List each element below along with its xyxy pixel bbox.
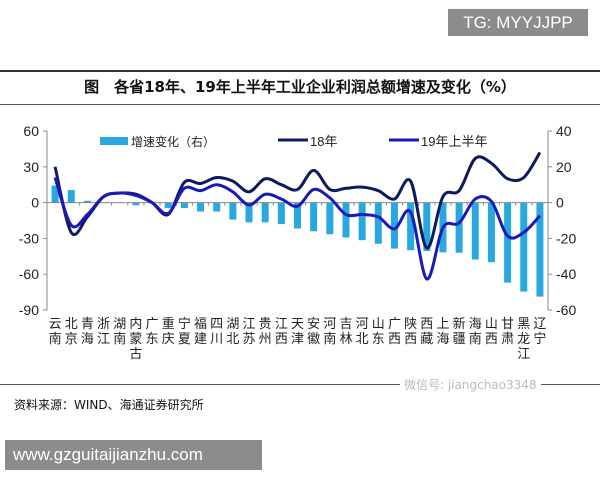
bar-四川	[213, 202, 221, 212]
category-label: 贵州	[259, 316, 272, 346]
footer-rule	[0, 384, 600, 385]
bar-吉林	[342, 202, 350, 238]
bar-西藏	[423, 202, 431, 251]
bar-山西	[487, 202, 495, 263]
left-tick-label: 0	[31, 195, 39, 211]
left-tick-label: -30	[19, 230, 39, 246]
category-label: 河北	[356, 316, 369, 346]
source-note: 资料来源：WIND、海通证券研究所	[14, 398, 204, 412]
left-tick-label: -60	[19, 266, 39, 282]
category-label: 福建	[194, 316, 207, 346]
bar-云南	[51, 185, 59, 203]
category-label: 辽宁	[533, 316, 546, 346]
category-label: 云南	[49, 316, 62, 346]
category-label: 海南	[469, 316, 482, 346]
watermark-wechat: 微信号: jiangchao3348	[400, 376, 541, 393]
bar-福建	[197, 202, 205, 212]
category-label: 西藏	[420, 316, 433, 346]
right-tick-label: 0	[556, 195, 564, 211]
category-label: 北京	[65, 316, 78, 346]
bar-青海	[83, 200, 91, 203]
bar-江西	[277, 202, 285, 225]
legend-label-bar: 增速变化（右）	[131, 134, 215, 149]
category-label: 湖南	[113, 316, 126, 346]
bar-江苏	[245, 202, 253, 223]
bar-广西	[390, 202, 398, 249]
bar-辽宁	[536, 202, 544, 297]
right-tick-label: -40	[556, 266, 576, 282]
category-label: 甘肃	[501, 316, 514, 346]
chart-title: 图 各省18年、19年上半年工业企业利润总额增速及变化（%）	[84, 78, 516, 96]
bar-河南	[326, 202, 334, 235]
top-rule	[0, 70, 600, 72]
bar-安徽	[310, 202, 318, 232]
category-label: 江苏	[243, 316, 256, 346]
category-label: 重庆	[162, 316, 175, 346]
left-tick-label: 60	[23, 123, 39, 139]
bar-黑龙江	[520, 202, 528, 292]
left-tick-label: 30	[23, 159, 39, 175]
bar-河北	[358, 202, 366, 241]
bar-天津	[294, 202, 301, 229]
category-label: 青海	[81, 316, 94, 346]
category-label: 吉林	[339, 316, 352, 346]
category-label: 黑龙江	[517, 316, 530, 361]
bar-内蒙古	[132, 202, 140, 206]
category-label: 内蒙古	[129, 316, 142, 361]
bar-宁夏	[180, 202, 188, 208]
category-label: 新疆	[453, 316, 466, 346]
category-label: 四川	[210, 316, 223, 346]
category-label: 广西	[388, 316, 401, 346]
legend-swatch-bar	[100, 137, 128, 145]
category-label: 河南	[323, 316, 336, 346]
bar-陕西	[407, 202, 415, 251]
category-label: 广东	[146, 316, 159, 346]
category-label: 浙江	[97, 316, 110, 346]
category-label: 山东	[372, 316, 385, 346]
category-label: 上海	[436, 316, 449, 346]
category-label: 宁夏	[178, 316, 191, 346]
bar-甘肃	[504, 202, 512, 283]
bar-湖北	[229, 202, 237, 220]
bar-贵州	[261, 202, 269, 223]
watermark-top: TG: MYYJJPP	[448, 9, 588, 36]
bar-北京	[67, 190, 75, 203]
legend-label-18: 18年	[310, 134, 337, 149]
bar-重庆	[164, 202, 172, 208]
bar-海南	[471, 202, 479, 260]
category-label: 天津	[291, 316, 304, 346]
right-tick-label: 40	[556, 123, 572, 139]
legend-label-19: 19年上半年	[421, 134, 487, 149]
category-label: 江西	[275, 316, 288, 346]
category-label: 湖北	[226, 316, 239, 346]
title-rule	[0, 104, 600, 105]
bar-山东	[374, 202, 382, 244]
category-label: 陕西	[404, 316, 417, 346]
category-label: 山西	[485, 316, 498, 346]
bar-新疆	[455, 202, 463, 253]
left-tick-label: -90	[19, 302, 39, 318]
watermark-bottom: www.gzguitaijianzhu.com	[5, 440, 262, 470]
right-tick-label: -60	[556, 302, 576, 318]
category-label: 安徽	[307, 316, 320, 346]
right-tick-label: -20	[556, 230, 576, 246]
right-tick-label: 20	[556, 159, 572, 175]
line-18	[53, 151, 542, 250]
